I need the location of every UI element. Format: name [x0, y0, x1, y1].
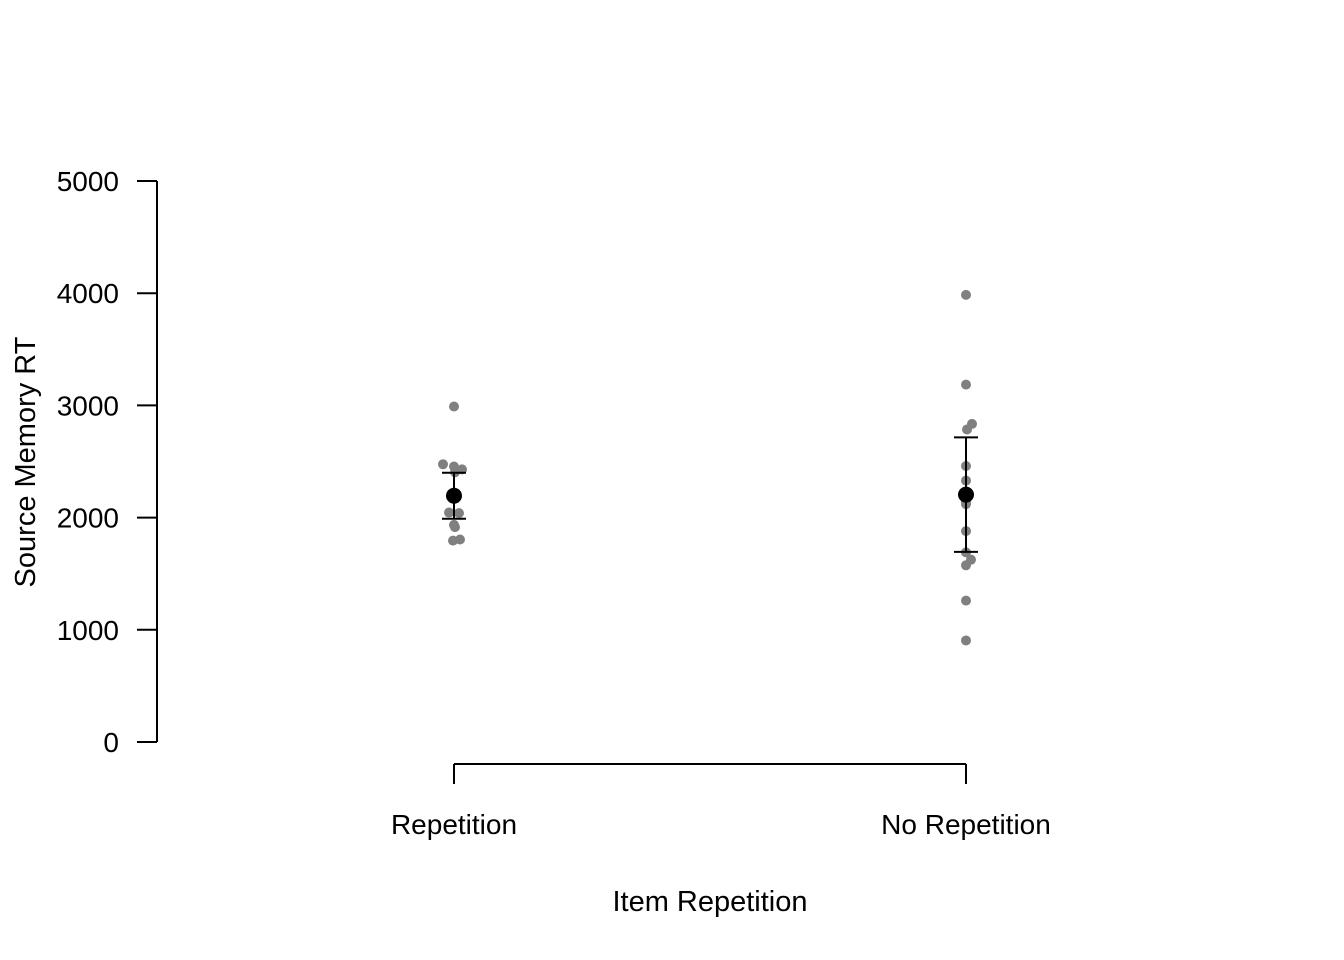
- data-point: [962, 424, 972, 435]
- y-axis-label: Source Memory RT: [10, 336, 42, 587]
- data-point: [438, 459, 448, 470]
- mean-point: [958, 486, 974, 503]
- x-tick-label: Repetition: [391, 809, 517, 840]
- data-point: [454, 508, 464, 519]
- mean-point: [446, 487, 462, 504]
- data-point: [961, 560, 971, 571]
- data-point: [961, 635, 971, 646]
- data-point: [444, 507, 454, 518]
- data-point: [961, 289, 971, 300]
- data-point: [448, 535, 458, 546]
- data-points: [438, 289, 977, 646]
- y-tick-label: 3000: [57, 390, 119, 421]
- y-tick-label: 5000: [57, 166, 119, 197]
- y-tick-label: 0: [103, 727, 119, 758]
- y-tick-label: 1000: [57, 615, 119, 646]
- x-tick-label: No Repetition: [881, 809, 1051, 840]
- y-tick-label: 2000: [57, 503, 119, 534]
- data-point: [961, 595, 971, 606]
- summary-layer: [442, 436, 978, 553]
- x-axis-label: Item Repetition: [612, 886, 807, 918]
- data-point: [449, 401, 459, 412]
- x-axis: Repetition No Repetition: [391, 763, 1051, 840]
- y-tick-label: 4000: [57, 278, 119, 309]
- y-axis: 0 1000 2000 3000 4000 5000: [57, 166, 158, 758]
- data-point: [450, 522, 460, 533]
- data-point: [961, 379, 971, 390]
